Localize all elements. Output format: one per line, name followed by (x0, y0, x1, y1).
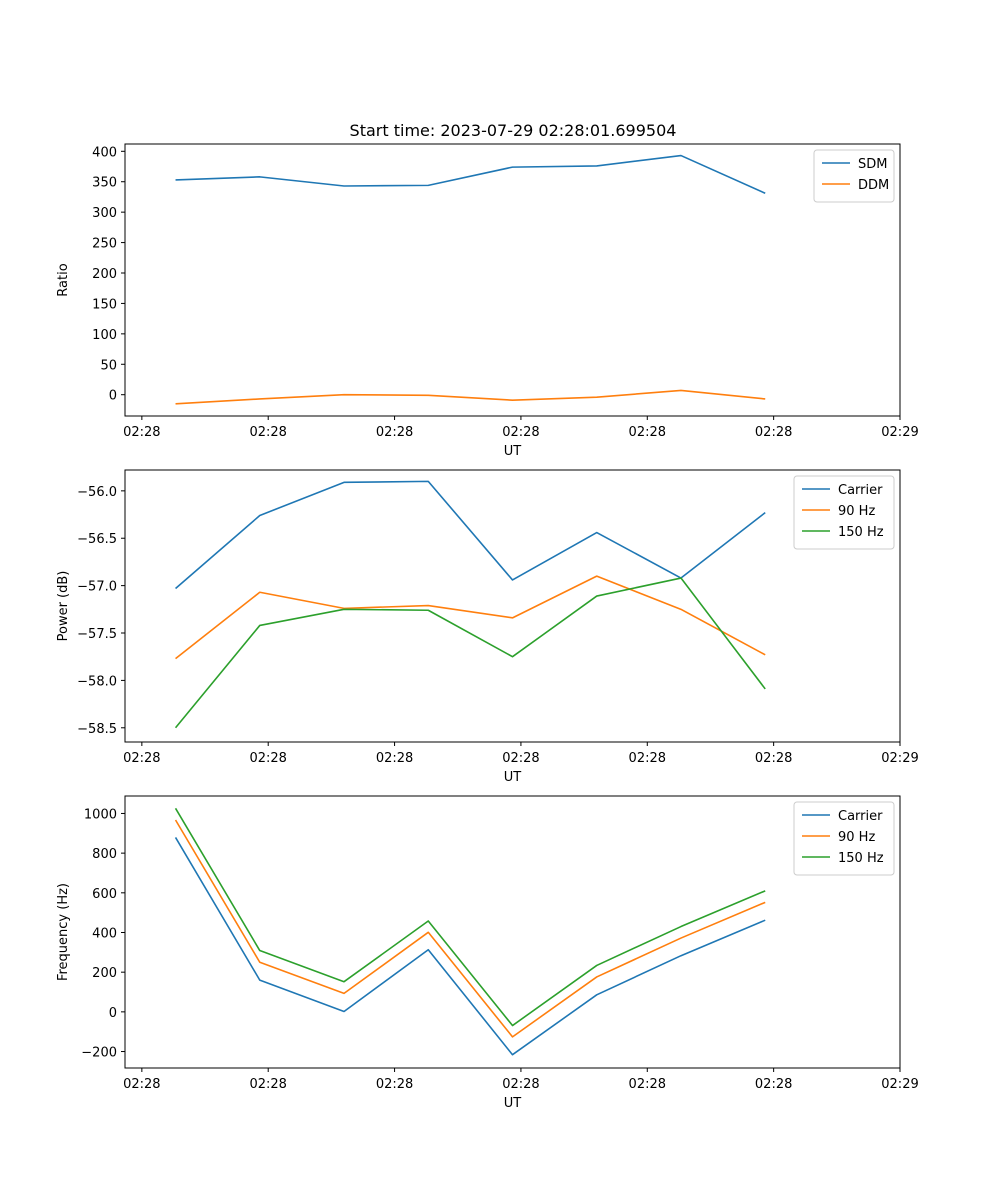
legend-label: Carrier (838, 809, 883, 824)
y-axis-label: Ratio (56, 263, 71, 296)
series-line-carrier (175, 480, 766, 590)
series-line-carrier (174, 837, 766, 1056)
x-tick-label: 02:28 (629, 751, 666, 766)
x-tick-label: 02:28 (249, 751, 286, 766)
x-tick-label: 02:28 (376, 751, 413, 766)
plot-frame (124, 469, 901, 743)
x-tick-label: 02:28 (502, 1077, 539, 1092)
y-tick-label: 400 (92, 926, 117, 941)
chart-panels: 02:28 02:28 02:28 02:28 02:28 02:28 02:29 0 50 10… (56, 143, 919, 1111)
x-axis-label: UT (504, 770, 522, 785)
x-axis-label: UT (504, 444, 522, 459)
y-tick-label: −58.5 (77, 722, 117, 737)
x-tick-label: 02:28 (629, 1077, 666, 1092)
series-line-ddm (175, 389, 766, 405)
chart-panel-2: 02:28 02:28 02:28 02:28 02:28 02:28 02:29 −58.5… (56, 469, 919, 785)
x-tick-label: 02:28 (755, 1077, 792, 1092)
x-tick-label: 02:29 (881, 751, 918, 766)
y-tick-label: 0 (109, 1006, 117, 1021)
y-tick-label: −56.5 (77, 532, 117, 547)
x-tick-label: 02:29 (881, 1077, 918, 1092)
series-line-sdm (175, 154, 766, 195)
y-tick-label: −58.0 (77, 674, 117, 689)
x-tick-label: 02:28 (123, 1077, 160, 1092)
legend-label: 150 Hz (838, 851, 884, 866)
series-line-150-hz (174, 577, 766, 729)
y-tick-label: 800 (92, 847, 117, 862)
y-tick-label: 150 (92, 297, 117, 312)
series-line-90-hz (174, 819, 766, 1038)
x-tick-label: 02:28 (249, 425, 286, 440)
legend-label: SDM (858, 157, 887, 172)
x-tick-label: 02:28 (502, 425, 539, 440)
x-tick-label: 02:28 (249, 1077, 286, 1092)
y-axis-label: Power (dB) (56, 571, 71, 642)
legend-label: 90 Hz (838, 830, 875, 845)
y-tick-label: 600 (92, 887, 117, 902)
x-tick-label: 02:29 (881, 425, 918, 440)
y-tick-label: 1000 (84, 807, 117, 822)
y-axis-label: Frequency (Hz) (56, 883, 71, 981)
y-tick-label: 200 (92, 267, 117, 282)
y-tick-label: 350 (92, 176, 117, 191)
legend: Carrier 90 Hz 150 Hz (793, 475, 895, 550)
chart-panel-1: 02:28 02:28 02:28 02:28 02:28 02:28 02:29 0 50 10… (56, 143, 919, 459)
x-tick-label: 02:28 (376, 1077, 413, 1092)
y-tick-label: −57.5 (77, 627, 117, 642)
legend-label: 90 Hz (838, 504, 875, 519)
legend: SDM DDM (813, 149, 895, 203)
legend-label: 150 Hz (838, 525, 884, 540)
y-tick-label: 0 (109, 389, 117, 404)
y-tick-label: 400 (92, 145, 117, 160)
y-tick-label: −200 (81, 1046, 117, 1061)
plot-frame (124, 143, 901, 417)
y-tick-label: 300 (92, 206, 117, 221)
y-tick-label: 200 (92, 966, 117, 981)
y-tick-label: 100 (92, 328, 117, 343)
figure-title: Start time: 2023-07-29 02:28:01.699504 (350, 121, 677, 140)
chart-panel-3: 02:28 02:28 02:28 02:28 02:28 02:28 02:29 −200 0… (56, 795, 919, 1111)
x-tick-label: 02:28 (123, 425, 160, 440)
y-tick-label: 50 (100, 358, 117, 373)
x-tick-label: 02:28 (123, 751, 160, 766)
y-tick-label: 250 (92, 237, 117, 252)
x-tick-label: 02:28 (502, 751, 539, 766)
legend-label: DDM (858, 178, 889, 193)
x-axis-label: UT (504, 1096, 522, 1111)
y-tick-label: −57.0 (77, 580, 117, 595)
x-tick-label: 02:28 (755, 425, 792, 440)
x-tick-label: 02:28 (755, 751, 792, 766)
series-line-150-hz (174, 807, 766, 1027)
series-line-90-hz (175, 575, 766, 660)
x-tick-label: 02:28 (376, 425, 413, 440)
x-tick-label: 02:28 (629, 425, 666, 440)
y-tick-label: −56.0 (77, 485, 117, 500)
legend: Carrier 90 Hz 150 Hz (793, 801, 895, 876)
legend-label: Carrier (838, 483, 883, 498)
